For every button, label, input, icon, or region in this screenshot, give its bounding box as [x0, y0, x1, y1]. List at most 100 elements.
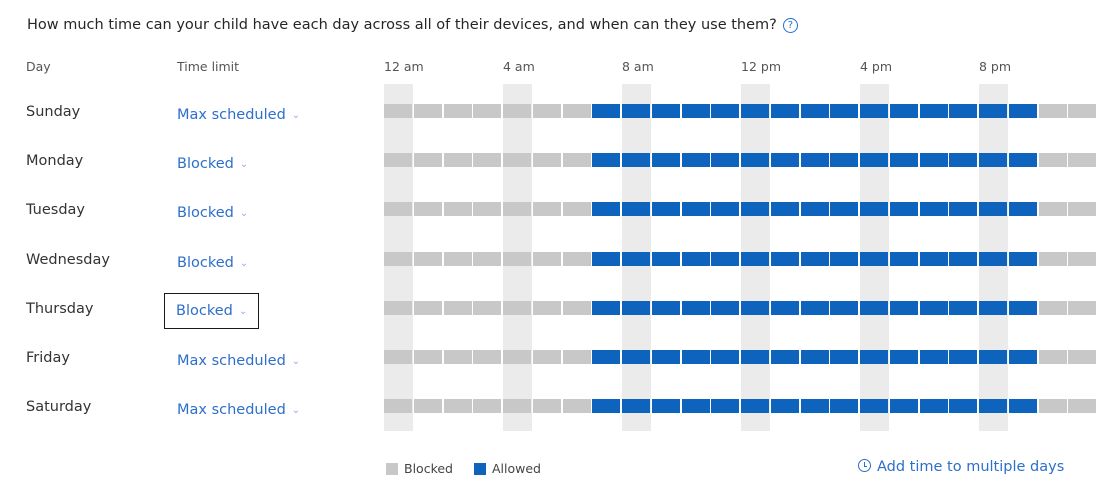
- time-slot[interactable]: [1009, 202, 1037, 216]
- time-slot[interactable]: [622, 104, 650, 118]
- time-slot[interactable]: [652, 104, 680, 118]
- time-slot[interactable]: [503, 350, 531, 364]
- time-slot[interactable]: [741, 399, 769, 413]
- time-slot[interactable]: [801, 153, 829, 167]
- time-slot[interactable]: [741, 202, 769, 216]
- time-slot[interactable]: [1039, 301, 1067, 315]
- time-slot[interactable]: [890, 153, 918, 167]
- time-slot[interactable]: [533, 350, 561, 364]
- time-slot[interactable]: [920, 153, 948, 167]
- time-slot[interactable]: [622, 252, 650, 266]
- time-slot[interactable]: [1068, 252, 1096, 266]
- time-slot[interactable]: [890, 202, 918, 216]
- time-slot[interactable]: [860, 202, 888, 216]
- time-slot[interactable]: [920, 202, 948, 216]
- time-limit-dropdown-sunday[interactable]: Max scheduled ⌄: [177, 107, 300, 123]
- time-slot[interactable]: [860, 153, 888, 167]
- time-slot[interactable]: [414, 104, 442, 118]
- time-slot[interactable]: [592, 153, 620, 167]
- time-slot[interactable]: [384, 252, 412, 266]
- time-slot[interactable]: [533, 202, 561, 216]
- time-slot[interactable]: [771, 301, 799, 315]
- time-slot[interactable]: [652, 301, 680, 315]
- time-slot[interactable]: [979, 202, 1007, 216]
- time-slot[interactable]: [1009, 153, 1037, 167]
- time-slot[interactable]: [1009, 399, 1037, 413]
- time-slot[interactable]: [473, 104, 501, 118]
- time-slot[interactable]: [830, 399, 858, 413]
- time-slot[interactable]: [949, 202, 977, 216]
- time-slot[interactable]: [1068, 399, 1096, 413]
- time-slot[interactable]: [682, 153, 710, 167]
- time-slot[interactable]: [920, 252, 948, 266]
- time-slot[interactable]: [682, 301, 710, 315]
- time-slot[interactable]: [920, 301, 948, 315]
- time-slot[interactable]: [533, 104, 561, 118]
- time-slot[interactable]: [949, 350, 977, 364]
- time-slot[interactable]: [592, 350, 620, 364]
- time-slot[interactable]: [503, 104, 531, 118]
- time-slot[interactable]: [860, 252, 888, 266]
- time-slot[interactable]: [652, 399, 680, 413]
- time-slot[interactable]: [1009, 350, 1037, 364]
- time-slot[interactable]: [652, 350, 680, 364]
- time-slot[interactable]: [592, 252, 620, 266]
- time-slot[interactable]: [1009, 104, 1037, 118]
- time-slot[interactable]: [563, 252, 591, 266]
- time-slot[interactable]: [1039, 153, 1067, 167]
- time-slot[interactable]: [533, 252, 561, 266]
- time-slot[interactable]: [890, 252, 918, 266]
- time-limit-dropdown-tuesday[interactable]: Blocked ⌄: [177, 205, 248, 221]
- time-slot[interactable]: [652, 153, 680, 167]
- time-slot[interactable]: [503, 153, 531, 167]
- time-slot[interactable]: [682, 399, 710, 413]
- time-slot[interactable]: [563, 301, 591, 315]
- time-slot[interactable]: [473, 252, 501, 266]
- time-slot[interactable]: [830, 153, 858, 167]
- time-slot[interactable]: [414, 350, 442, 364]
- time-slot[interactable]: [801, 104, 829, 118]
- time-slot[interactable]: [771, 350, 799, 364]
- time-slot[interactable]: [473, 350, 501, 364]
- time-slot[interactable]: [711, 202, 739, 216]
- time-slot[interactable]: [801, 252, 829, 266]
- time-slot[interactable]: [473, 399, 501, 413]
- time-slot[interactable]: [1068, 350, 1096, 364]
- time-slot[interactable]: [920, 399, 948, 413]
- time-limit-dropdown-friday[interactable]: Max scheduled ⌄: [177, 353, 300, 369]
- time-slot[interactable]: [830, 252, 858, 266]
- time-slot[interactable]: [830, 104, 858, 118]
- time-slot[interactable]: [979, 301, 1007, 315]
- time-slot[interactable]: [592, 301, 620, 315]
- time-slot[interactable]: [1068, 153, 1096, 167]
- time-slot[interactable]: [682, 350, 710, 364]
- time-slot[interactable]: [1068, 301, 1096, 315]
- time-slot[interactable]: [622, 202, 650, 216]
- time-slot[interactable]: [384, 350, 412, 364]
- time-slot[interactable]: [979, 153, 1007, 167]
- help-icon[interactable]: ?: [782, 18, 798, 33]
- time-slot[interactable]: [979, 399, 1007, 413]
- time-slot[interactable]: [711, 153, 739, 167]
- time-slot[interactable]: [682, 252, 710, 266]
- time-slot[interactable]: [949, 153, 977, 167]
- time-slot[interactable]: [949, 104, 977, 118]
- time-slot[interactable]: [473, 153, 501, 167]
- time-slot[interactable]: [592, 399, 620, 413]
- time-slot[interactable]: [384, 153, 412, 167]
- time-limit-dropdown-wednesday[interactable]: Blocked ⌄: [177, 255, 248, 271]
- time-slot[interactable]: [444, 104, 472, 118]
- time-slot[interactable]: [444, 399, 472, 413]
- time-slot[interactable]: [592, 202, 620, 216]
- time-slot[interactable]: [563, 350, 591, 364]
- time-slot[interactable]: [741, 301, 769, 315]
- time-slot[interactable]: [711, 399, 739, 413]
- time-slot[interactable]: [384, 104, 412, 118]
- time-slot[interactable]: [949, 301, 977, 315]
- time-slot[interactable]: [622, 399, 650, 413]
- time-slot[interactable]: [860, 104, 888, 118]
- time-slot[interactable]: [711, 252, 739, 266]
- time-slot[interactable]: [414, 252, 442, 266]
- time-slot[interactable]: [741, 153, 769, 167]
- time-slot[interactable]: [801, 350, 829, 364]
